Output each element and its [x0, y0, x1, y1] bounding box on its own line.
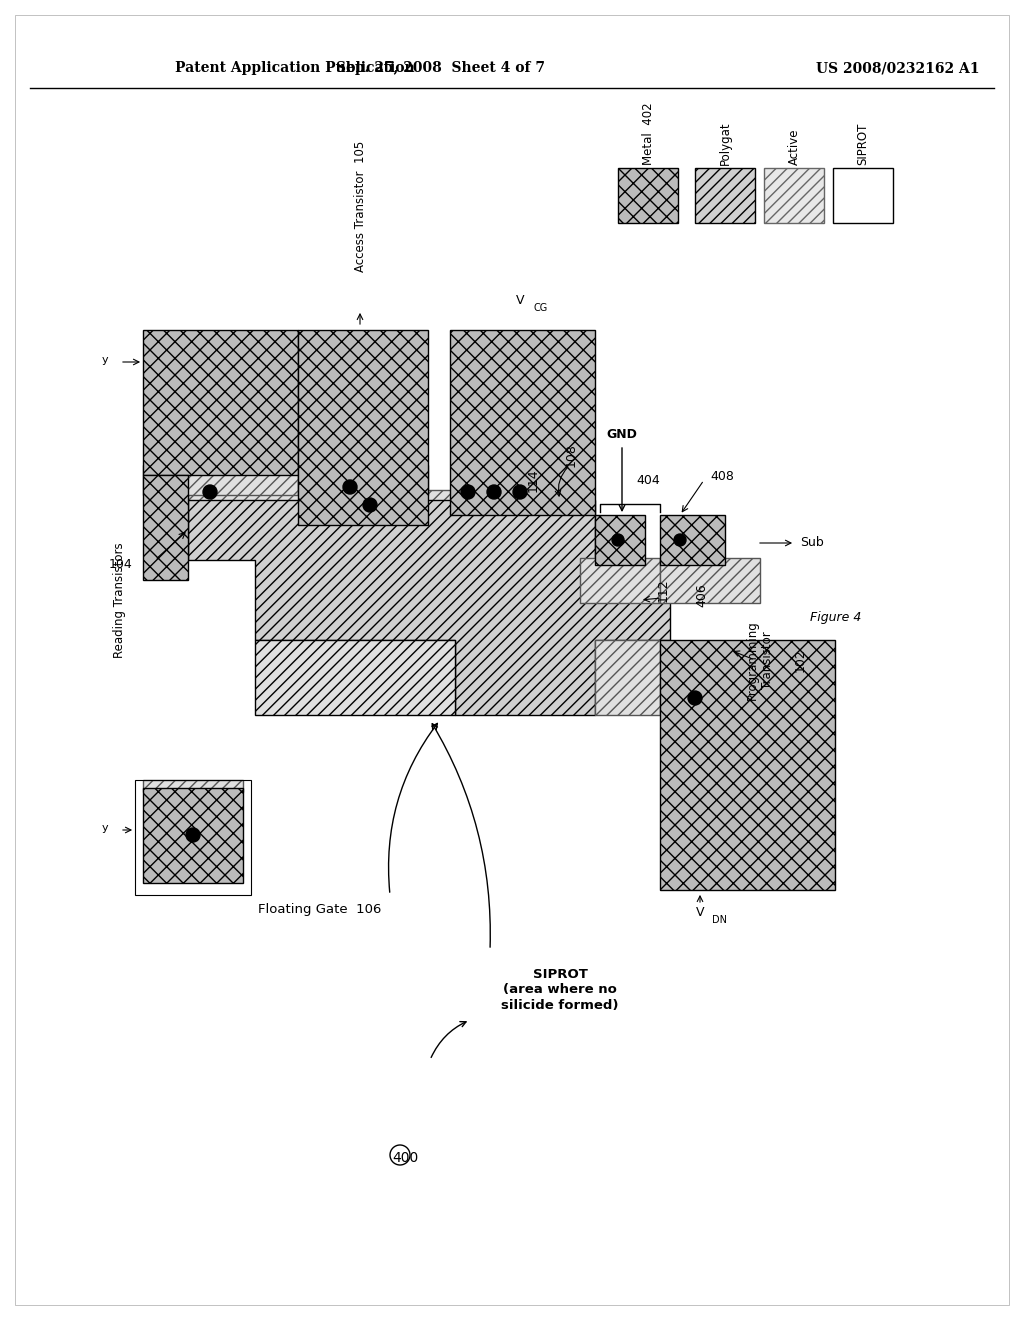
Text: Figure 4: Figure 4 — [810, 611, 861, 624]
Text: Sep. 25, 2008  Sheet 4 of 7: Sep. 25, 2008 Sheet 4 of 7 — [336, 61, 545, 75]
Bar — [595, 640, 660, 715]
Text: Programming
Transistor: Programming Transistor — [746, 620, 774, 700]
Bar — [833, 168, 893, 223]
Bar — [595, 515, 645, 565]
Text: SIPROT: SIPROT — [856, 123, 869, 165]
Text: Floating Gate  106: Floating Gate 106 — [258, 903, 382, 916]
Circle shape — [487, 484, 501, 499]
Bar — [660, 640, 835, 890]
Bar — [298, 465, 428, 495]
Bar — [450, 330, 595, 515]
Text: 112: 112 — [657, 578, 670, 602]
Text: 114: 114 — [527, 469, 540, 492]
Text: DN: DN — [712, 915, 727, 925]
Text: 108: 108 — [565, 444, 578, 467]
Bar — [660, 558, 760, 603]
Circle shape — [513, 484, 527, 499]
Circle shape — [390, 1144, 410, 1166]
Polygon shape — [188, 500, 670, 715]
Text: 408: 408 — [710, 470, 734, 483]
Text: Patent Application Publication: Patent Application Publication — [175, 61, 415, 75]
Text: V: V — [516, 293, 524, 306]
Text: CG: CG — [534, 304, 547, 313]
Circle shape — [461, 484, 475, 499]
Circle shape — [186, 828, 200, 842]
Bar — [143, 788, 243, 883]
Text: SIPROT
(area where no
silicide formed): SIPROT (area where no silicide formed) — [502, 969, 618, 1011]
Circle shape — [362, 498, 377, 512]
Text: Metal  402: Metal 402 — [641, 103, 654, 165]
Bar — [188, 490, 453, 531]
Circle shape — [343, 480, 357, 494]
Text: y: y — [101, 822, 108, 833]
Text: 404: 404 — [636, 474, 659, 487]
Bar — [143, 330, 298, 475]
Text: Access Transistor  105: Access Transistor 105 — [353, 141, 367, 272]
Bar — [764, 168, 824, 223]
Text: Sub: Sub — [800, 536, 823, 549]
Bar — [143, 475, 188, 579]
Circle shape — [688, 690, 702, 705]
Bar — [660, 515, 725, 565]
Text: Reading Transistors: Reading Transistors — [114, 543, 127, 657]
Text: V: V — [695, 906, 705, 919]
Circle shape — [612, 535, 624, 546]
Bar — [618, 168, 678, 223]
Bar — [143, 465, 298, 495]
Bar — [135, 780, 251, 895]
Text: 104: 104 — [109, 558, 132, 572]
Circle shape — [674, 535, 686, 546]
Text: y: y — [101, 355, 108, 366]
Circle shape — [203, 484, 217, 499]
Text: GND: GND — [606, 429, 637, 441]
Text: 406: 406 — [695, 583, 708, 607]
Bar — [580, 558, 660, 603]
Bar — [298, 330, 428, 525]
Bar — [695, 168, 755, 223]
Text: 400: 400 — [392, 1151, 418, 1166]
Text: US 2008/0232162 A1: US 2008/0232162 A1 — [816, 61, 980, 75]
Text: 102: 102 — [794, 648, 807, 672]
Bar — [255, 640, 455, 715]
Bar — [143, 780, 243, 792]
Text: Active: Active — [787, 128, 801, 165]
Text: Polygat: Polygat — [719, 121, 731, 165]
